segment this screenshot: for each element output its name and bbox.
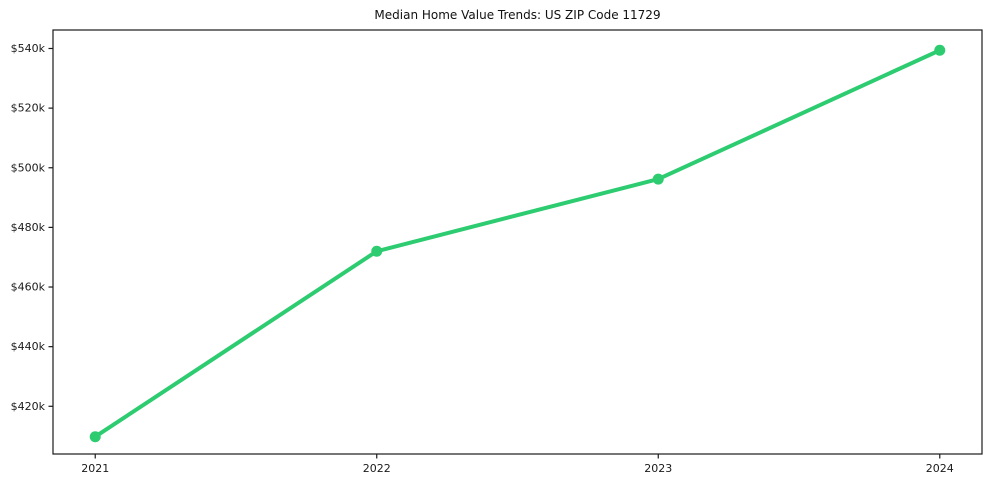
trend-line bbox=[93, 48, 942, 439]
y-axis-tick-label: $540k bbox=[11, 42, 46, 55]
chart-title: Median Home Value Trends: US ZIP Code 11… bbox=[374, 8, 661, 22]
y-axis-tick-label: $460k bbox=[11, 281, 46, 294]
y-axis-tick-label: $520k bbox=[11, 102, 46, 115]
data-point-marker bbox=[89, 431, 101, 443]
x-axis-tick-label: 2022 bbox=[363, 462, 391, 475]
x-axis-tick-label: 2021 bbox=[81, 462, 109, 475]
y-axis-tick-label: $500k bbox=[11, 161, 46, 174]
data-point-marker bbox=[934, 44, 946, 56]
y-axis-tick-label: $420k bbox=[11, 400, 46, 413]
x-axis-tick-label: 2023 bbox=[644, 462, 672, 475]
y-axis-tick-label: $480k bbox=[11, 221, 46, 234]
data-point-marker bbox=[371, 245, 383, 257]
x-axis-tick-label: 2024 bbox=[926, 462, 954, 475]
data-point-marker bbox=[652, 173, 664, 185]
y-axis-tick-label: $440k bbox=[11, 340, 46, 353]
